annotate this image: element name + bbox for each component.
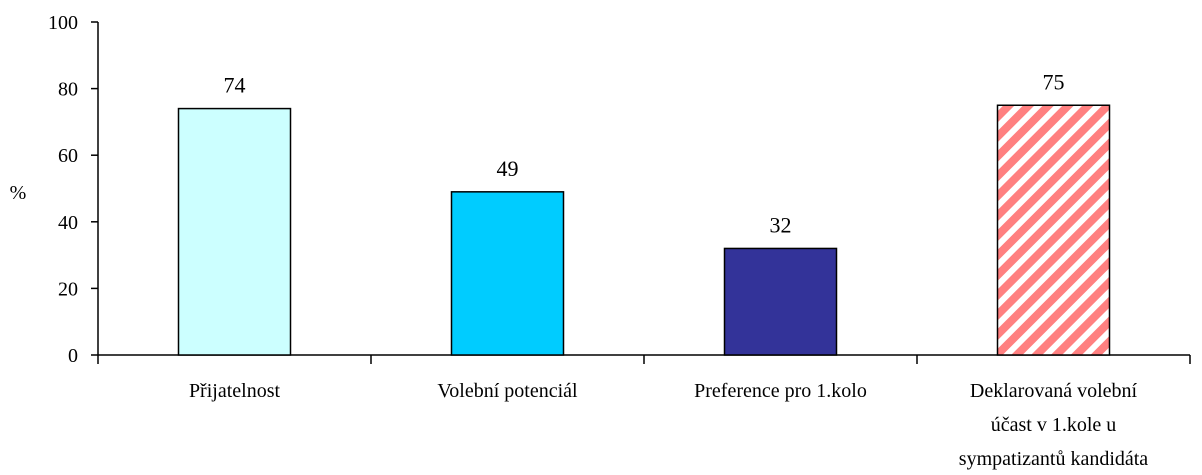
category-label: Přijatelnost <box>189 380 281 402</box>
y-tick-label: 80 <box>58 79 78 101</box>
y-tick-label: 0 <box>68 345 78 367</box>
category-label: Preference pro 1.kolo <box>694 380 867 402</box>
bars <box>177 104 1111 356</box>
category-label: Volební potenciál <box>437 380 578 402</box>
y-tick-label: 20 <box>58 278 78 300</box>
data-label: 49 <box>497 156 519 181</box>
data-label: 74 <box>224 73 246 98</box>
bar <box>177 107 292 356</box>
data-label: 75 <box>1043 69 1065 94</box>
labels: 74 Přijatelnost 49 Volební potenciál 32 Prefe… <box>189 69 1148 470</box>
y-axis-title: % <box>10 182 27 204</box>
bar <box>996 104 1111 356</box>
data-label: 32 <box>770 212 792 237</box>
category-label: Deklarovaná volební <box>970 380 1138 402</box>
y-tick-label: 40 <box>58 212 78 234</box>
bar <box>450 191 565 356</box>
category-label: účast v 1.kole u <box>991 414 1117 436</box>
y-tick-label: 60 <box>58 145 78 167</box>
bar <box>723 247 838 356</box>
category-label: sympatizantů kandidáta <box>959 448 1149 470</box>
y-tick-label: 100 <box>48 12 78 34</box>
